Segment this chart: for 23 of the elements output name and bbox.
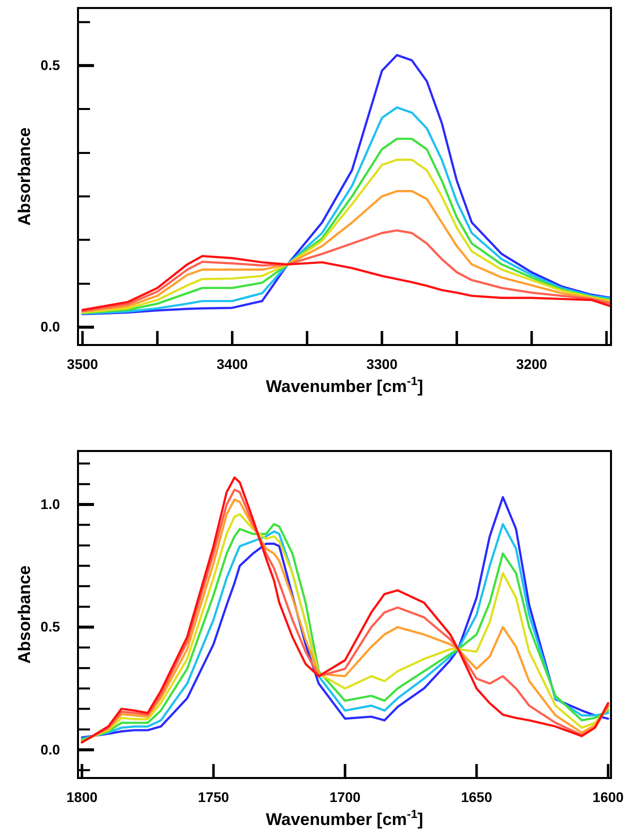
x-tick-label: 1800 xyxy=(66,788,98,805)
x-tick-label: 1750 xyxy=(198,788,230,805)
x-tick-label: 3300 xyxy=(366,356,398,372)
x-tick-label: 1600 xyxy=(592,788,624,805)
y-tick-label: 0.0 xyxy=(40,741,60,758)
line-series xyxy=(81,254,611,312)
line-series xyxy=(81,229,611,312)
y-tick-label: 0.0 xyxy=(40,318,60,335)
line-series xyxy=(81,106,611,315)
y-tick-label: 0.5 xyxy=(40,57,60,74)
y-tick-label: 0.5 xyxy=(40,618,60,635)
x-tick-label: 3400 xyxy=(216,356,248,372)
x-axis-title: Wavenumber [cm$^{-1}$] xyxy=(266,807,424,829)
line-series xyxy=(81,190,611,313)
y-tick-label: 1.0 xyxy=(40,496,60,512)
y-axis-title: Absorbance xyxy=(15,127,34,226)
x-tick-label: 3200 xyxy=(516,356,548,372)
x-tick-label: 3500 xyxy=(66,356,98,372)
x-tick-label: 1650 xyxy=(460,788,492,805)
x-axis-title: Wavenumber [cm$^{-1}$] xyxy=(266,374,424,396)
y-axis-title: Absorbance xyxy=(15,565,34,664)
line-series xyxy=(81,54,611,316)
x-tick-label: 1700 xyxy=(329,788,361,805)
